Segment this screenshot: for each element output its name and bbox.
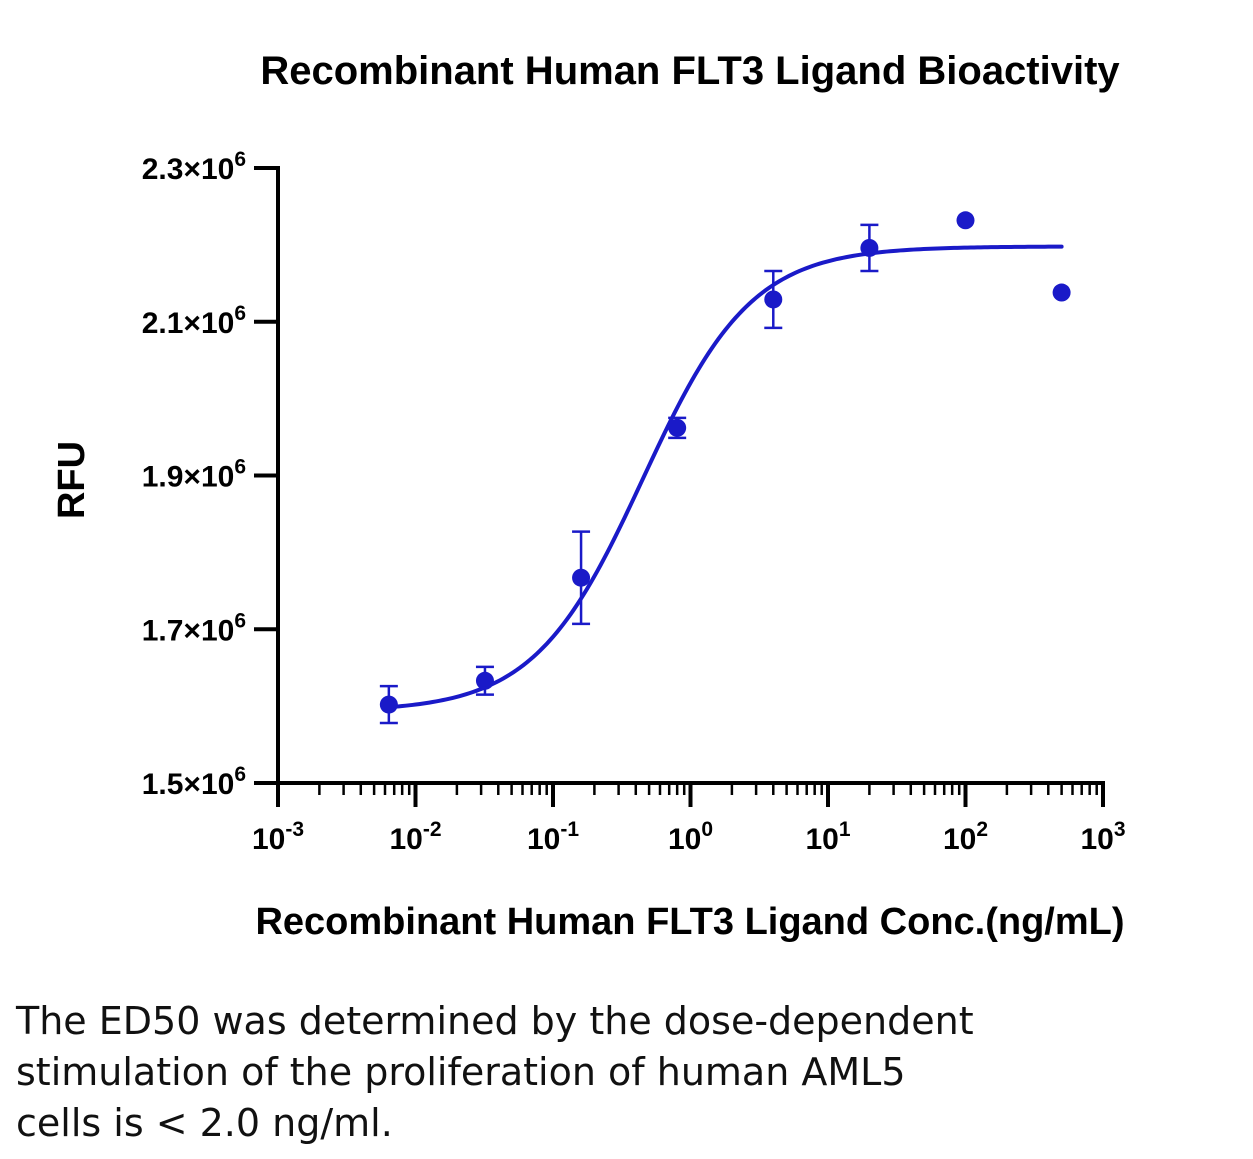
y-tick-label-exponent: 6 bbox=[234, 302, 246, 325]
y-tick-label-exponent: 6 bbox=[234, 148, 246, 171]
x-tick-label-base: 10 bbox=[943, 823, 976, 856]
fit-curve-group bbox=[386, 244, 1064, 710]
data-points bbox=[379, 211, 1071, 725]
data-point bbox=[668, 418, 687, 437]
caption-line: cells is < 2.0 ng/ml. bbox=[16, 1101, 393, 1145]
x-tick-label-exponent: 0 bbox=[701, 818, 713, 841]
x-tick-label-exponent: -1 bbox=[560, 818, 579, 841]
x-tick-label: 100 bbox=[668, 818, 713, 856]
y-tick-label-base: 2.1×10 bbox=[142, 307, 235, 340]
y-tick-label-base: 2.3×10 bbox=[142, 153, 235, 186]
y-tick-label: 2.1×106 bbox=[142, 302, 246, 340]
y-tick-label-base: 1.9×10 bbox=[142, 461, 235, 494]
data-point bbox=[860, 238, 879, 257]
data-point bbox=[1052, 283, 1071, 302]
x-tick-label: 103 bbox=[1080, 818, 1125, 856]
y-axis-label: RFU bbox=[51, 441, 93, 519]
data-point bbox=[764, 290, 783, 309]
x-tick-label: 10-1 bbox=[527, 818, 579, 856]
y-tick-label-base: 1.7×10 bbox=[142, 614, 235, 647]
chart-title: Recombinant Human FLT3 Ligand Bioactivit… bbox=[260, 49, 1120, 93]
x-tick-label-exponent: -2 bbox=[423, 818, 442, 841]
x-tick-label-exponent: 1 bbox=[839, 818, 851, 841]
y-tick-label: 1.9×106 bbox=[142, 456, 246, 494]
x-tick-label-base: 10 bbox=[668, 823, 701, 856]
y-tick-label-exponent: 6 bbox=[234, 456, 246, 479]
y-tick-label: 1.5×106 bbox=[142, 763, 246, 801]
x-tick-label: 10-2 bbox=[389, 818, 441, 856]
x-axis-label: Recombinant Human FLT3 Ligand Conc.(ng/m… bbox=[255, 901, 1124, 943]
data-point bbox=[475, 671, 494, 690]
x-tick-label-base: 10 bbox=[389, 823, 422, 856]
x-tick-label-exponent: -3 bbox=[285, 818, 304, 841]
caption-line: The ED50 was determined by the dose-depe… bbox=[16, 999, 974, 1043]
x-tick-label-base: 10 bbox=[527, 823, 560, 856]
fit-curve bbox=[386, 244, 1064, 710]
x-tick-label: 102 bbox=[943, 818, 988, 856]
x-tick-label-base: 10 bbox=[1080, 823, 1113, 856]
x-tick-label-base: 10 bbox=[805, 823, 838, 856]
y-tick-label-exponent: 6 bbox=[234, 609, 246, 632]
chart: Recombinant Human FLT3 Ligand Bioactivit… bbox=[51, 49, 1126, 943]
data-point bbox=[572, 568, 591, 587]
caption-line: stimulation of the proliferation of huma… bbox=[16, 1050, 906, 1094]
x-tick-label-exponent: 2 bbox=[976, 818, 988, 841]
data-point bbox=[956, 211, 975, 230]
y-tick-label-exponent: 6 bbox=[234, 763, 246, 786]
x-tick-label-exponent: 3 bbox=[1114, 818, 1126, 841]
x-tick-label: 101 bbox=[805, 818, 850, 856]
x-tick-label-base: 10 bbox=[252, 823, 285, 856]
y-tick-label: 1.7×106 bbox=[142, 609, 246, 647]
y-tick-label: 2.3×106 bbox=[142, 148, 246, 186]
y-tick-label-base: 1.5×10 bbox=[142, 768, 235, 801]
caption: The ED50 was determined by the dose-depe… bbox=[16, 996, 1116, 1149]
x-tick-label: 10-3 bbox=[252, 818, 304, 856]
data-point bbox=[379, 695, 398, 714]
